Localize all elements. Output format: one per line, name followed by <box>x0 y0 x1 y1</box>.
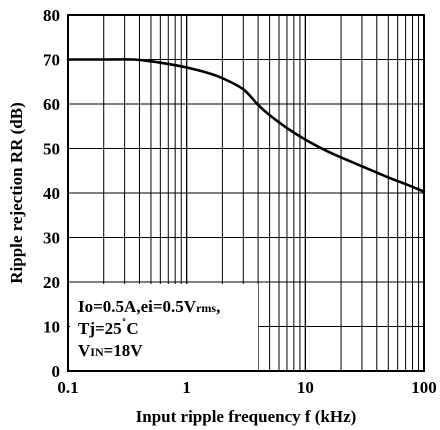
x-tick-label: 0.1 <box>57 378 78 397</box>
y-tick-label: 0 <box>52 362 61 381</box>
annotation-line-1-text: Io=0.5A,ei=0.5V <box>78 297 197 316</box>
y-tick-label: 10 <box>43 318 60 337</box>
plot-frame <box>67 14 425 372</box>
y-tick-label: 40 <box>43 184 60 203</box>
annotation-line-3: VIN=18V <box>78 341 143 360</box>
annotation-line-1-tail: , <box>216 297 220 316</box>
y-tick-label: 20 <box>43 273 60 292</box>
y-axis-label: Ripple rejection RR (dB) <box>7 102 26 283</box>
annotation-line-3-pre: V <box>78 341 91 360</box>
y-tick-label: 70 <box>43 51 60 70</box>
annotation-line-3-sub: IN <box>90 345 104 359</box>
conditions-annotation: Io=0.5A,ei=0.5Vrms, Tj=25˚C VIN=18V <box>70 284 258 370</box>
y-tick-label: 30 <box>43 229 60 248</box>
x-tick-label: 10 <box>297 378 314 397</box>
annotation-line-3-post: =18V <box>104 341 144 360</box>
y-tick-label: 50 <box>43 140 60 159</box>
annotation-degree-symbol: ˚ <box>122 317 127 332</box>
annotation-line-2-post: C <box>126 319 138 338</box>
x-tick-label: 1 <box>182 378 191 397</box>
tick-labels: 0 10 20 30 40 50 60 70 80 0.1 1 10 100 <box>43 6 437 397</box>
annotation-line-1: Io=0.5A,ei=0.5Vrms, <box>78 297 220 316</box>
annotation-background <box>70 284 258 370</box>
annotation-line-2-pre: Tj=25 <box>78 319 122 338</box>
ripple-rejection-curve <box>66 58 426 193</box>
annotation-line-2: Tj=25˚C <box>78 317 139 338</box>
y-tick-label: 80 <box>43 6 60 25</box>
annotation-line-1-sub: rms <box>196 301 216 315</box>
x-tick-label: 100 <box>411 378 437 397</box>
y-tick-label: 60 <box>43 95 60 114</box>
x-axis-label: Input ripple frequency f (kHz) <box>136 407 357 426</box>
